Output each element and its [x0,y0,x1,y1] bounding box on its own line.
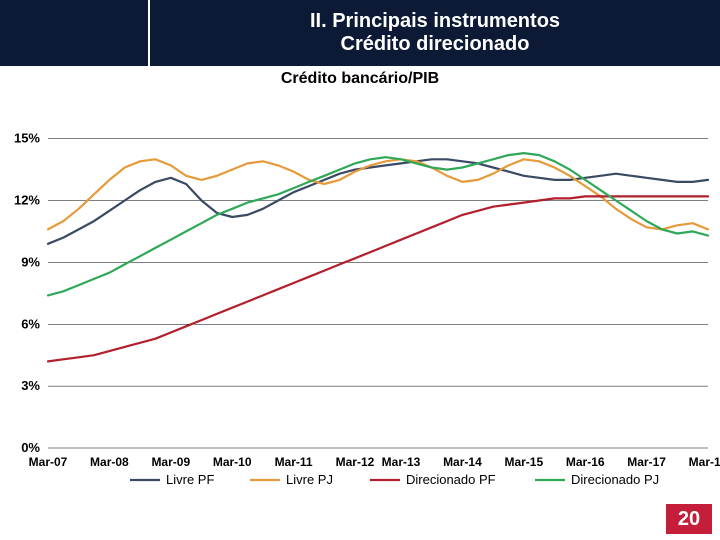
svg-text:Direcionado PF: Direcionado PF [406,472,496,487]
svg-text:Mar-16: Mar-16 [566,455,605,469]
header-right-block: II. Principais instrumentos Crédito dire… [150,0,720,66]
svg-text:Livre PJ: Livre PJ [286,472,333,487]
chart-title: Crédito bancário/PIB [0,70,720,88]
svg-text:0%: 0% [21,440,40,455]
svg-text:Mar-17: Mar-17 [627,455,666,469]
svg-text:Mar-09: Mar-09 [151,455,190,469]
header-line-2: Crédito direcionado [341,33,530,56]
svg-text:Mar-13: Mar-13 [382,455,421,469]
header-band: II. Principais instrumentos Crédito dire… [0,0,720,66]
svg-text:9%: 9% [21,254,40,269]
page-number-value: 20 [678,508,700,531]
header-left-block [0,0,150,66]
svg-text:Mar-11: Mar-11 [275,455,313,469]
svg-text:Mar-18: Mar-18 [689,455,720,469]
chart-container: Crédito bancário/PIB 0% 3% 6% 9% 12% 15% Mar-0… [0,66,720,496]
svg-text:Mar-12: Mar-12 [336,455,375,469]
svg-text:Livre PF: Livre PF [166,472,214,487]
page-number-badge: 20 [666,504,712,534]
header-line-1: II. Principais instrumentos [310,10,560,33]
svg-text:Mar-15: Mar-15 [504,455,543,469]
svg-text:12%: 12% [14,193,40,208]
svg-text:6%: 6% [21,316,40,331]
svg-text:Direcionado PJ: Direcionado PJ [571,472,659,487]
svg-text:3%: 3% [21,378,40,393]
line-chart: 0% 3% 6% 9% 12% 15% Mar-07 Mar-08 Mar-09 Mar-10 Ma… [0,88,720,498]
svg-text:Mar-08: Mar-08 [90,455,129,469]
svg-text:Mar-14: Mar-14 [443,455,482,469]
svg-text:Mar-10: Mar-10 [213,455,252,469]
svg-text:15%: 15% [14,131,40,146]
svg-text:Mar-07: Mar-07 [29,455,68,469]
